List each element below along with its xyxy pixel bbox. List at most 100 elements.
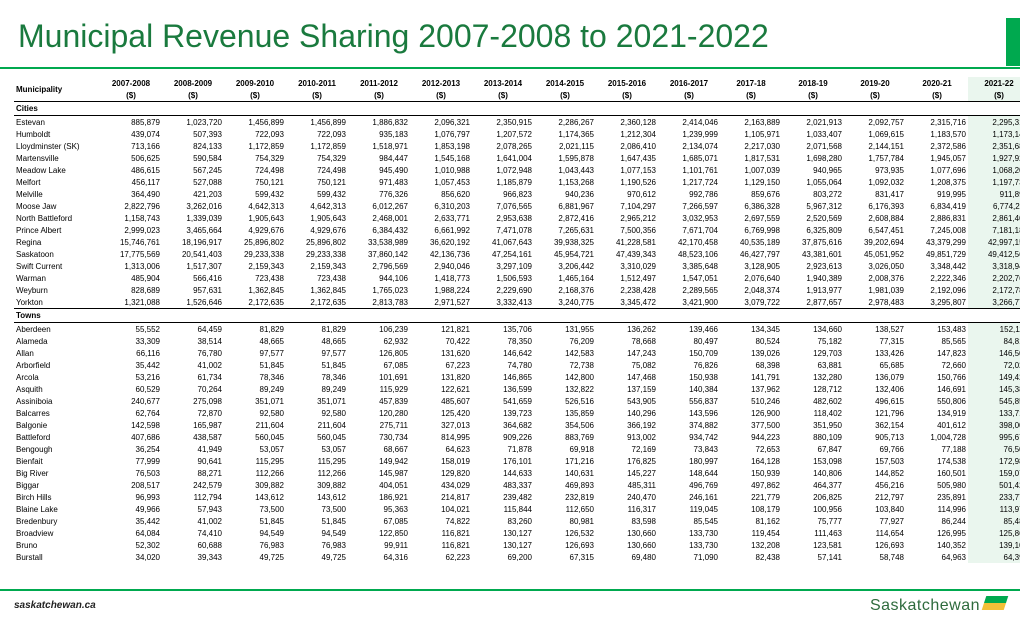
cell-value: 2,217,030 bbox=[720, 140, 782, 152]
cell-value: 86,244 bbox=[906, 515, 968, 527]
cell-value: 67,847 bbox=[782, 443, 844, 455]
cell-value: 776,326 bbox=[348, 188, 410, 200]
cell-value: 132,208 bbox=[720, 539, 782, 551]
cell-value: 1,183,570 bbox=[906, 128, 968, 140]
cell-value: 73,500 bbox=[286, 503, 348, 515]
cell-value: 6,834,419 bbox=[906, 200, 968, 212]
cell-value: 90,641 bbox=[162, 455, 224, 467]
col-header-unit: ($) bbox=[410, 89, 472, 102]
page-title: Municipal Revenue Sharing 2007-2008 to 2… bbox=[18, 18, 1020, 55]
cell-value: 6,769,998 bbox=[720, 224, 782, 236]
cell-value: 309,882 bbox=[286, 479, 348, 491]
cell-value: 2,192,096 bbox=[906, 284, 968, 296]
cell-value: 63,881 bbox=[782, 359, 844, 371]
cell-value: 143,596 bbox=[658, 407, 720, 419]
cell-value: 115,844 bbox=[472, 503, 534, 515]
cell-value: 2,953,638 bbox=[472, 212, 534, 224]
cell-value: 83,598 bbox=[596, 515, 658, 527]
cell-value: 856,620 bbox=[410, 188, 472, 200]
cell-value: 421,203 bbox=[162, 188, 224, 200]
col-header-year: 2014-2015 bbox=[534, 77, 596, 89]
cell-value: 1,190,526 bbox=[596, 176, 658, 188]
cell-value: 351,071 bbox=[286, 395, 348, 407]
cell-value: 2,822,796 bbox=[100, 200, 162, 212]
row-label: Martensville bbox=[14, 152, 100, 164]
row-label: Asquith bbox=[14, 383, 100, 395]
cell-value: 60,688 bbox=[162, 539, 224, 551]
cell-value: 6,386,328 bbox=[720, 200, 782, 212]
cell-value: 1,647,435 bbox=[596, 152, 658, 164]
cell-value: 1,313,006 bbox=[100, 260, 162, 272]
cell-value: 133,426 bbox=[844, 347, 906, 359]
cell-value: 85,545 bbox=[658, 515, 720, 527]
cell-value: 1,043,443 bbox=[534, 164, 596, 176]
col-header-unit: ($) bbox=[782, 89, 844, 102]
cell-value: 94,549 bbox=[286, 527, 348, 539]
cell-value: 2,351,685 bbox=[968, 140, 1020, 152]
cell-value: 211,604 bbox=[286, 419, 348, 431]
cell-value: 803,272 bbox=[782, 188, 844, 200]
table-row: Arcola53,21661,73478,34678,346101,691131… bbox=[14, 371, 1020, 383]
cell-value: 275,711 bbox=[348, 419, 410, 431]
cell-value: 74,410 bbox=[162, 527, 224, 539]
cell-value: 464,377 bbox=[782, 479, 844, 491]
cell-value: 934,742 bbox=[658, 431, 720, 443]
cell-value: 1,817,531 bbox=[720, 152, 782, 164]
row-label: Allan bbox=[14, 347, 100, 359]
cell-value: 150,938 bbox=[658, 371, 720, 383]
col-header-year: 2011-2012 bbox=[348, 77, 410, 89]
cell-value: 2,813,783 bbox=[348, 296, 410, 309]
cell-value: 7,471,078 bbox=[472, 224, 534, 236]
col-header-unit: ($) bbox=[472, 89, 534, 102]
cell-value: 1,185,879 bbox=[472, 176, 534, 188]
cell-value: 2,172,635 bbox=[286, 296, 348, 309]
cell-value: 130,660 bbox=[596, 539, 658, 551]
cell-value: 543,905 bbox=[596, 395, 658, 407]
cell-value: 507,393 bbox=[162, 128, 224, 140]
cell-value: 1,945,057 bbox=[906, 152, 968, 164]
cell-value: 92,580 bbox=[286, 407, 348, 419]
cell-value: 7,265,631 bbox=[534, 224, 596, 236]
cell-value: 125,866 bbox=[968, 527, 1020, 539]
cell-value: 81,162 bbox=[720, 515, 782, 527]
cell-value: 25,896,802 bbox=[224, 236, 286, 248]
row-label: Blaine Lake bbox=[14, 503, 100, 515]
cell-value: 41,949 bbox=[162, 443, 224, 455]
row-label: Balcarres bbox=[14, 407, 100, 419]
cell-value: 100,956 bbox=[782, 503, 844, 515]
cell-value: 116,821 bbox=[410, 527, 472, 539]
cell-value: 2,144,151 bbox=[844, 140, 906, 152]
col-header-year: 2016-2017 bbox=[658, 77, 720, 89]
row-label: Arborfield bbox=[14, 359, 100, 371]
cell-value: 3,332,413 bbox=[472, 296, 534, 309]
cell-value: 1,517,307 bbox=[162, 260, 224, 272]
cell-value: 2,315,716 bbox=[906, 116, 968, 129]
table-row: Battleford407,686438,587560,045560,04573… bbox=[14, 431, 1020, 443]
table-row: Saskatoon17,775,56920,541,40329,233,3382… bbox=[14, 248, 1020, 260]
cell-value: 80,497 bbox=[658, 335, 720, 347]
row-label: Alameda bbox=[14, 335, 100, 347]
cell-value: 4,642,313 bbox=[224, 200, 286, 212]
cell-value: 172,980 bbox=[968, 455, 1020, 467]
cell-value: 174,538 bbox=[906, 455, 968, 467]
cell-value: 3,465,664 bbox=[162, 224, 224, 236]
cell-value: 153,098 bbox=[782, 455, 844, 467]
cell-value: 137,962 bbox=[720, 383, 782, 395]
cell-value: 80,981 bbox=[534, 515, 596, 527]
cell-value: 69,480 bbox=[596, 551, 658, 563]
cell-value: 120,280 bbox=[348, 407, 410, 419]
cell-value: 919,995 bbox=[906, 188, 968, 200]
cell-value: 130,660 bbox=[596, 527, 658, 539]
cell-value: 20,541,403 bbox=[162, 248, 224, 260]
cell-value: 85,565 bbox=[906, 335, 968, 347]
cell-value: 49,966 bbox=[100, 503, 162, 515]
cell-value: 140,352 bbox=[906, 539, 968, 551]
col-header-year: 2007-2008 bbox=[100, 77, 162, 89]
cell-value: 485,311 bbox=[596, 479, 658, 491]
cell-value: 240,677 bbox=[100, 395, 162, 407]
cell-value: 275,098 bbox=[162, 395, 224, 407]
table-row: Blaine Lake49,96657,94373,50073,50095,36… bbox=[14, 503, 1020, 515]
cell-value: 1,362,845 bbox=[224, 284, 286, 296]
row-label: Broadview bbox=[14, 527, 100, 539]
cell-value: 74,822 bbox=[410, 515, 472, 527]
